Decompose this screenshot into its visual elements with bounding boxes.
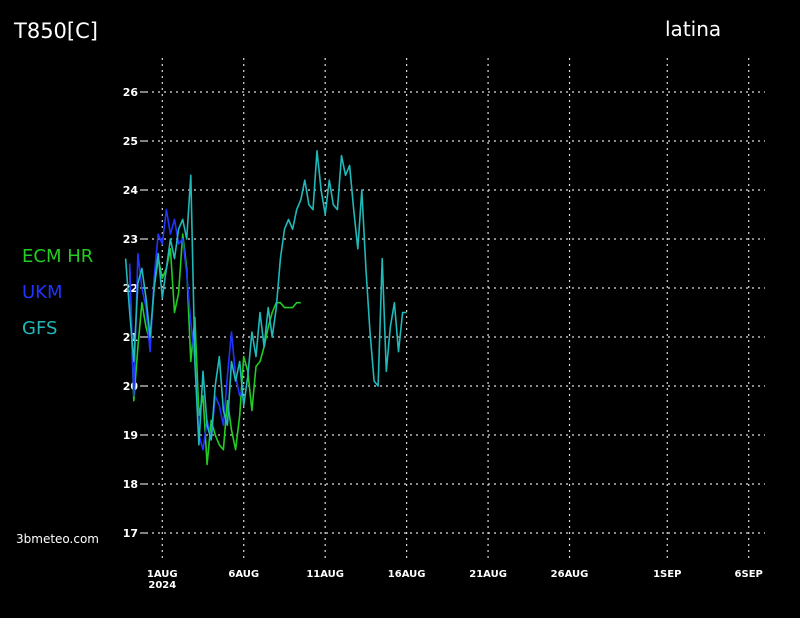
y-tick-label: 18 (123, 478, 138, 491)
legend-entry: GFS (22, 318, 57, 339)
series-lines (124, 150, 407, 466)
y-tick-label: 23 (123, 233, 138, 246)
y-tick-label: 24 (123, 184, 139, 197)
y-tick-label: 26 (123, 86, 139, 99)
watermark: 3bmeteo.com (16, 532, 99, 546)
y-tick-label: 19 (123, 429, 138, 442)
y-tick-label: 17 (123, 527, 138, 540)
x-tick-label: 26AUG (551, 569, 589, 580)
x-tick-label: 1AUG (147, 569, 178, 580)
location-label: latina (665, 17, 721, 41)
x-tick-label: 6AUG (228, 569, 259, 580)
y-tick-label: 25 (123, 135, 138, 148)
series-line-gfs (124, 150, 407, 446)
x-tick-label: 16AUG (388, 569, 426, 580)
x-tick-sublabel: 2024 (148, 580, 176, 591)
legend-entry: ECM HR (22, 246, 93, 267)
grid (146, 58, 765, 560)
x-tick-label: 6SEP (735, 569, 763, 580)
x-tick-label: 11AUG (306, 569, 344, 580)
chart-title: T850[C] (13, 19, 98, 43)
x-tick-label: 21AUG (469, 569, 507, 580)
legend-entry: UKM (22, 282, 63, 303)
series-line-ukm (128, 208, 245, 451)
x-tick-label: 1SEP (653, 569, 681, 580)
legend: ECM HR UKM GFS (22, 246, 93, 339)
